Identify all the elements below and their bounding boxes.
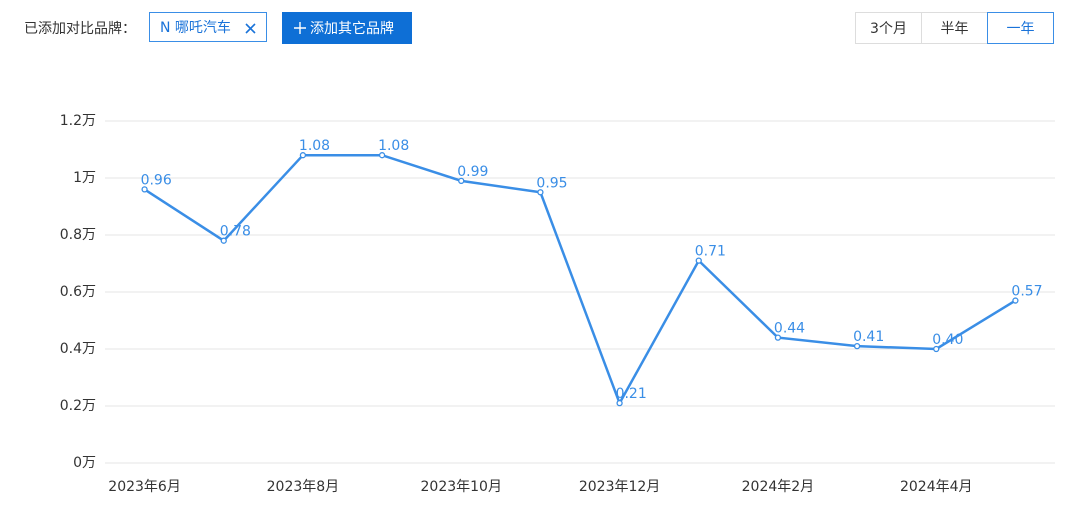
value-label: 1.08 <box>299 138 330 154</box>
y-tick-label: 0.8万 <box>60 227 96 243</box>
line <box>143 153 1017 407</box>
y-tick-label: 0万 <box>73 455 96 471</box>
value-label: 0.99 <box>457 164 488 180</box>
x-tick-label: 2023年8月 <box>267 479 340 495</box>
point <box>695 257 702 264</box>
point <box>458 177 465 185</box>
point <box>774 334 782 341</box>
plus-icon <box>294 22 306 34</box>
value-label: 1.08 <box>378 138 409 154</box>
add-brand-button[interactable]: 添加其它品牌 <box>282 12 412 44</box>
close-icon[interactable] <box>245 23 256 34</box>
point <box>220 237 227 244</box>
range-tabs: 3个月 半年 一年 <box>855 12 1054 44</box>
point <box>141 186 148 193</box>
value-label: 0.41 <box>853 329 884 345</box>
brand-chip[interactable]: N 哪吒汽车 <box>149 12 267 42</box>
add-text: 添加其它品牌 <box>310 21 394 37</box>
value-label: 0.71 <box>695 244 726 260</box>
compare-label: 已添加对比品牌： <box>24 21 136 37</box>
point <box>933 345 940 353</box>
point <box>1012 297 1019 304</box>
value-label: 0.78 <box>220 224 251 240</box>
value-label: 0.21 <box>616 386 647 402</box>
point <box>299 152 307 159</box>
y-tick-label: 0.6万 <box>60 284 96 300</box>
value-label: 0.95 <box>536 175 567 191</box>
point <box>853 342 861 350</box>
x-tick-label: 2023年6月 <box>108 479 181 495</box>
y-tick-label: 1万 <box>73 170 96 186</box>
y-tick-label: 1.2万 <box>60 113 96 129</box>
value-label: 0.57 <box>1011 284 1042 300</box>
range-tab[interactable]: 一年 <box>987 12 1054 44</box>
point <box>537 189 544 196</box>
value-label: 0.40 <box>932 332 963 348</box>
x-tick-label: 2024年4月 <box>900 479 973 495</box>
x-tick-label: 2023年10月 <box>421 479 502 495</box>
y-tick-label: 0.4万 <box>60 341 96 357</box>
x-tick-label: 2024年2月 <box>742 479 815 495</box>
value-label: 0.96 <box>141 172 172 188</box>
point <box>616 399 623 407</box>
value-label: 0.44 <box>774 321 805 337</box>
point <box>378 152 386 159</box>
x-tick-label: 2023年12月 <box>579 479 660 495</box>
y-tick-label: 0.2万 <box>60 398 96 414</box>
chip-text: N 哪吒汽车 <box>160 20 231 36</box>
